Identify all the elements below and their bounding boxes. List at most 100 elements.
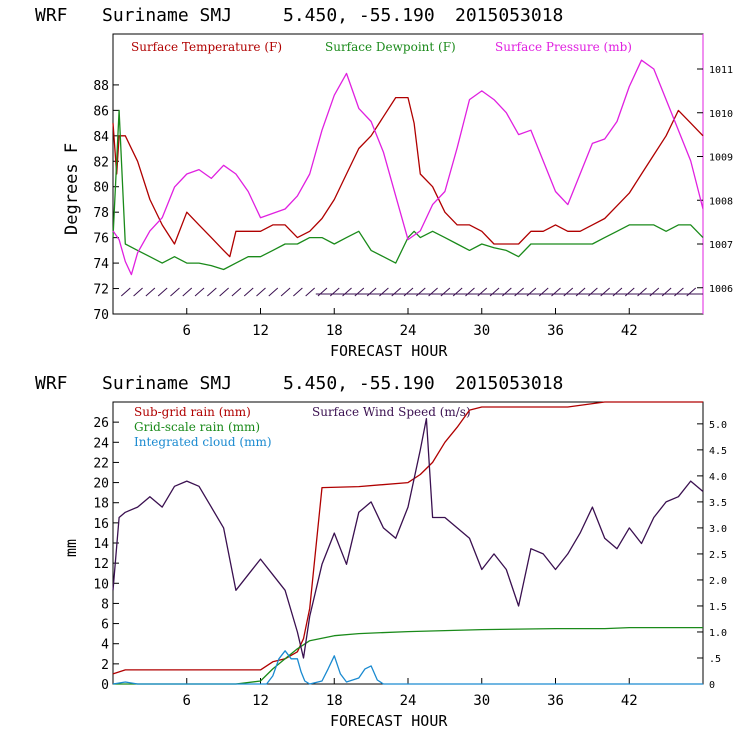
chart2-location-label: Suriname SMJ [102, 373, 232, 394]
chart1-legend-dewpoint: Surface Dewpoint (F) [325, 40, 456, 54]
c2-y-tick-label: 20 [93, 477, 109, 492]
wind-barb [305, 287, 315, 297]
c2-y-tick-label: 6 [101, 618, 109, 633]
c2-y-tick-label: 10 [93, 577, 109, 592]
wind-barb [157, 287, 168, 297]
c2-y-tick-label: 4 [101, 638, 109, 653]
chart1-series [112, 59, 704, 276]
wind-barb [526, 287, 537, 297]
wind-barb [452, 287, 463, 297]
chart2-legend-integrated-cloud: Integrated cloud (mm) [134, 435, 272, 449]
c1-x-tick-label: 30 [473, 323, 490, 339]
c2-y2-tick-label: 4.5 [709, 446, 727, 457]
chart1-wind-barbs [120, 287, 703, 297]
temperature-chart: WRF Suriname SMJ 5.450, -55.190 20150530… [35, 5, 733, 360]
wind-barb [219, 287, 229, 297]
wind-barb [440, 287, 451, 297]
c2-y-tick-label: 0 [101, 678, 109, 693]
c1-y-tick-label: 74 [93, 257, 109, 272]
wind-barb [661, 287, 672, 297]
wind-barb [465, 287, 475, 297]
wind-barb [182, 287, 193, 297]
chart1-legend-pressure: Surface Pressure (mb) [495, 40, 632, 54]
c1-x-tick-label: 12 [252, 323, 269, 339]
chart2-y-axis-title: mm [62, 539, 80, 557]
c2-x-tick-label: 18 [326, 693, 343, 709]
chart1-y-ticks: 70 72 74 76 78 80 82 84 86 88 [93, 79, 119, 323]
c2-y-tick-label: 22 [93, 456, 109, 471]
wind-barb [145, 287, 156, 297]
wind-barb [403, 287, 414, 297]
wind-barb [600, 287, 610, 297]
wind-barb [514, 287, 524, 297]
c2-x-tick-label: 6 [183, 693, 191, 709]
c1-y-tick-label: 70 [93, 308, 109, 323]
wind-barb [280, 287, 291, 297]
c1-y-tick-label: 72 [93, 283, 109, 298]
c1-y2-tick-label: 1006 [709, 284, 733, 295]
chart2-x-ticks: 6 12 18 24 30 36 42 [183, 678, 638, 709]
chart1-legend-temperature: Surface Temperature (F) [131, 40, 282, 54]
chart2-model-label: WRF [35, 373, 68, 394]
c1-y-tick-label: 80 [93, 181, 109, 196]
c1-series-surface-dewpoint-f [112, 109, 704, 271]
c1-x-tick-label: 24 [400, 323, 417, 339]
wind-barb [354, 287, 365, 297]
wind-barb [243, 287, 254, 297]
c1-y-tick-label: 78 [93, 206, 109, 221]
wind-barb [366, 287, 377, 297]
c2-y2-tick-label: .5 [709, 654, 721, 665]
c2-series-sub-grid-rain-mm [112, 401, 703, 675]
c1-y2-tick-label: 1010 [709, 109, 733, 120]
wind-barb [538, 287, 549, 297]
wind-barb [207, 287, 217, 297]
c1-x-tick-label: 6 [183, 323, 191, 339]
c1-y-tick-label: 86 [93, 104, 109, 119]
wind-barb [293, 287, 303, 297]
c2-x-tick-label: 30 [473, 693, 490, 709]
c2-series-grid-scale-rain-mm [113, 626, 703, 685]
c2-y-tick-label: 24 [93, 436, 109, 451]
wind-barb [674, 287, 684, 297]
c1-x-tick-label: 18 [326, 323, 343, 339]
c2-y-tick-label: 16 [93, 517, 109, 532]
wind-barb [563, 287, 574, 297]
wind-barb [624, 287, 635, 297]
wind-barb [133, 287, 143, 297]
c2-y-tick-label: 18 [93, 497, 109, 512]
c2-y-tick-label: 8 [101, 597, 109, 612]
c1-y2-tick-label: 1009 [709, 153, 733, 164]
c2-y2-tick-label: 1.5 [709, 602, 727, 613]
c2-y2-tick-label: 3.5 [709, 498, 727, 509]
wind-barb [170, 287, 180, 297]
c2-y2-tick-label: 3.0 [709, 524, 727, 535]
wind-barb [649, 287, 660, 297]
chart2-legend-gridscale-rain: Grid-scale rain (mm) [134, 420, 260, 434]
chart1-y-axis-title: Degrees F [62, 143, 82, 235]
wind-barb [268, 287, 279, 297]
wind-barb [477, 287, 488, 297]
wind-barb [415, 287, 426, 297]
c1-y2-tick-label: 1011 [709, 65, 733, 76]
wind-barb [329, 287, 340, 297]
chart1-run-label: 2015053018 [455, 5, 563, 26]
c2-y2-tick-label: 2.0 [709, 576, 727, 587]
wind-barb [317, 287, 328, 297]
chart1-x-axis-title: FORECAST HOUR [330, 342, 448, 360]
c1-y-tick-label: 76 [93, 232, 109, 247]
chart1-plot-frame [112, 33, 704, 315]
c2-series-integrated-cloud-mm [112, 650, 703, 685]
c2-y2-tick-label: 2.5 [709, 550, 727, 561]
chart1-location-label: Suriname SMJ [102, 5, 232, 26]
chart2-run-label: 2015053018 [455, 373, 563, 394]
chart2-legend-wind-speed: Surface Wind Speed (m/s) [312, 405, 471, 419]
chart1-x-ticks: 6 12 18 24 30 36 42 [183, 308, 638, 339]
wind-barb [194, 287, 205, 297]
wind-barb [391, 287, 402, 297]
c2-y2-tick-label: 0 [709, 680, 715, 691]
chart2-legend-subgrid-rain: Sub-grid rain (mm) [134, 405, 251, 419]
precipitation-chart: WRF Suriname SMJ 5.450, -55.190 20150530… [35, 373, 727, 730]
c1-y-tick-label: 88 [93, 79, 109, 94]
c1-y2-tick-label: 1007 [709, 240, 733, 251]
